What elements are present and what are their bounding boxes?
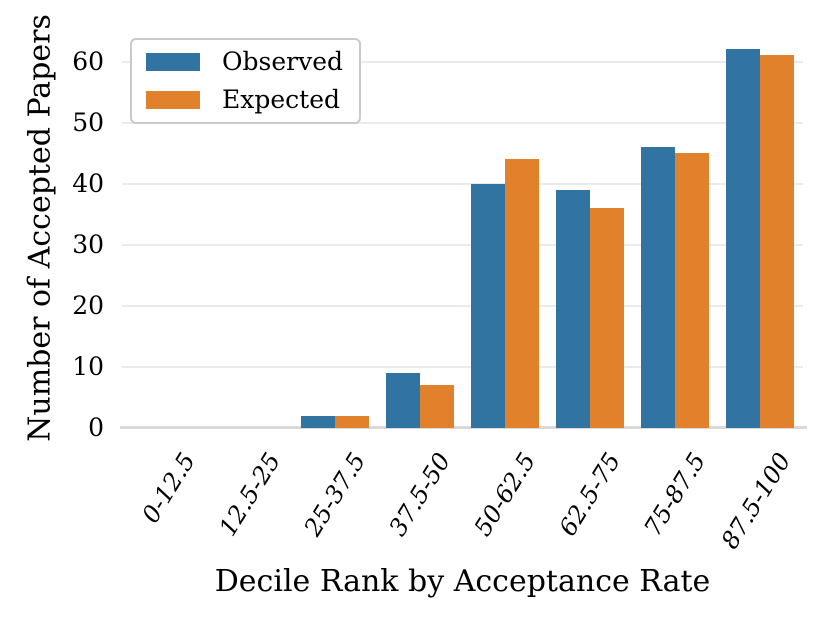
y-tick-label-30: 30 xyxy=(72,229,104,259)
y-tick-label-40: 40 xyxy=(72,168,104,198)
bar-expected-75-87.5 xyxy=(675,153,710,428)
bar-observed-25-37.5 xyxy=(300,415,335,428)
gridline-y-60 xyxy=(122,60,803,63)
x-tick-label-25-37.5: 25-37.5 xyxy=(298,447,371,541)
x-tick-label-75-87.5: 75-87.5 xyxy=(638,447,712,541)
gridline-y-30 xyxy=(122,243,803,246)
x-tick-label-87.5-100: 87.5-100 xyxy=(715,447,797,554)
bar-expected-37.5-50 xyxy=(419,385,454,428)
legend-item-expected: Expected xyxy=(146,87,343,113)
x-tick-label-0-12.5: 0-12.5 xyxy=(136,447,201,528)
x-tick-label-50-62.5: 50-62.5 xyxy=(468,447,542,541)
bar-observed-37.5-50 xyxy=(385,373,420,428)
legend-item-observed: Observed xyxy=(146,49,343,75)
gridline-y-20 xyxy=(122,304,803,307)
x-tick-label-37.5-50: 37.5-50 xyxy=(383,447,456,541)
legend: Observed Expected xyxy=(130,38,361,124)
y-tick-label-60: 60 xyxy=(72,46,104,76)
legend-label-expected: Expected xyxy=(222,85,340,114)
bar-observed-75-87.5 xyxy=(641,147,676,428)
bar-expected-62.5-75 xyxy=(590,208,625,428)
bar-expected-25-37.5 xyxy=(334,415,369,428)
bar-observed-87.5-100 xyxy=(726,49,761,428)
gridline-y-40 xyxy=(122,182,803,185)
y-tick-label-20: 20 xyxy=(72,290,104,320)
bar-observed-50-62.5 xyxy=(471,183,506,428)
y-tick-label-10: 10 xyxy=(72,351,104,381)
bar-expected-50-62.5 xyxy=(505,159,540,428)
gridline-y-10 xyxy=(122,365,803,368)
legend-swatch-expected-icon xyxy=(146,91,200,109)
x-axis-label: Decile Rank by Acceptance Rate xyxy=(214,564,711,599)
x-tick-label-62.5-75: 62.5-75 xyxy=(553,447,627,541)
x-axis-line xyxy=(120,426,807,429)
bar-expected-87.5-100 xyxy=(760,55,795,428)
x-tick-label-12.5-25: 12.5-25 xyxy=(213,447,286,541)
legend-swatch-observed-icon xyxy=(146,53,200,71)
gridline-y-50 xyxy=(122,121,803,124)
y-tick-label-50: 50 xyxy=(72,107,104,137)
legend-label-observed: Observed xyxy=(222,47,343,76)
y-tick-label-0: 0 xyxy=(88,413,104,442)
plot-area xyxy=(120,31,807,429)
bar-observed-62.5-75 xyxy=(556,189,591,428)
